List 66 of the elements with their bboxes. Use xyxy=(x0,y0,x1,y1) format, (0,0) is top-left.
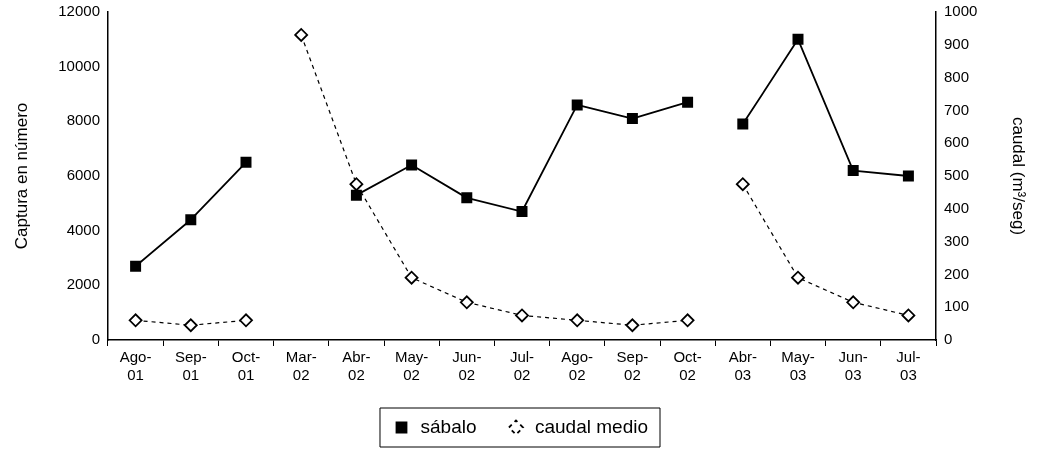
x-tick-label: Abr-03 xyxy=(728,348,757,384)
y-tick-label: 10000 xyxy=(58,56,100,74)
y-tick-label: 12000 xyxy=(58,2,100,20)
point xyxy=(626,113,638,125)
x-tick-label: Jun-03 xyxy=(838,348,868,384)
y2-tick-label: 100 xyxy=(944,297,970,315)
legend-label: sábalo xyxy=(420,415,477,437)
point xyxy=(350,189,362,201)
x-tick-label: Abr-02 xyxy=(342,348,371,384)
x-tick-label: Ago-01 xyxy=(119,348,152,384)
point xyxy=(516,206,528,218)
point xyxy=(404,270,419,285)
x-tick-label: May-02 xyxy=(394,348,429,384)
point xyxy=(902,170,914,182)
point xyxy=(682,96,694,108)
point xyxy=(735,177,750,192)
point xyxy=(571,99,583,111)
y2-tick-label: 500 xyxy=(944,166,970,184)
y2-tick-label: 700 xyxy=(944,100,970,118)
point xyxy=(846,295,861,310)
y2-tick-label: 1000 xyxy=(944,2,978,20)
point xyxy=(130,260,142,272)
point xyxy=(461,192,473,204)
point xyxy=(792,33,804,45)
point xyxy=(128,313,143,328)
y2-tick-label: 900 xyxy=(944,34,970,52)
x-tick-label: Sep-02 xyxy=(616,348,649,384)
y2-tick-label: 800 xyxy=(944,67,970,85)
y2-axis-title: caudal (m³/seg) xyxy=(1009,116,1029,236)
point xyxy=(680,313,695,328)
x-tick-label: Mar-02 xyxy=(285,348,317,384)
y-tick-label: 8000 xyxy=(66,111,100,129)
x-tick-label: May-03 xyxy=(781,348,815,384)
point xyxy=(240,156,252,168)
point xyxy=(570,313,585,328)
y-tick-label: 4000 xyxy=(66,220,100,238)
x-tick-label: Oct-01 xyxy=(231,348,261,384)
legend-label: caudal medio xyxy=(534,415,649,437)
y-axis-title: Captura en número xyxy=(11,102,31,250)
x-tick-label: Ago-02 xyxy=(561,348,594,384)
point xyxy=(459,295,474,310)
point xyxy=(239,313,253,328)
point xyxy=(406,159,418,171)
x-tick-label: Jul-02 xyxy=(509,348,535,384)
point xyxy=(349,177,364,192)
y2-tick-label: 300 xyxy=(944,231,970,249)
y2-tick-label: 400 xyxy=(944,198,970,216)
y2-tick-label: 600 xyxy=(944,133,970,151)
point xyxy=(625,318,640,333)
x-tick-label: Oct-02 xyxy=(673,348,702,384)
y2-tick-label: 0 xyxy=(944,330,953,348)
point xyxy=(901,308,916,323)
point xyxy=(791,270,805,285)
point xyxy=(294,28,309,42)
x-tick-label: Jun-02 xyxy=(452,348,482,384)
y-tick-label: 2000 xyxy=(66,275,100,293)
y2-tick-label: 200 xyxy=(944,264,970,282)
point xyxy=(847,165,859,177)
x-tick-label: Sep-01 xyxy=(174,348,207,384)
point xyxy=(183,318,198,333)
x-tick-label: Jul-03 xyxy=(896,348,921,384)
point xyxy=(515,308,529,323)
y-tick-label: 0 xyxy=(91,330,100,348)
point xyxy=(185,214,197,226)
point xyxy=(737,118,749,130)
y-tick-label: 6000 xyxy=(66,166,100,184)
